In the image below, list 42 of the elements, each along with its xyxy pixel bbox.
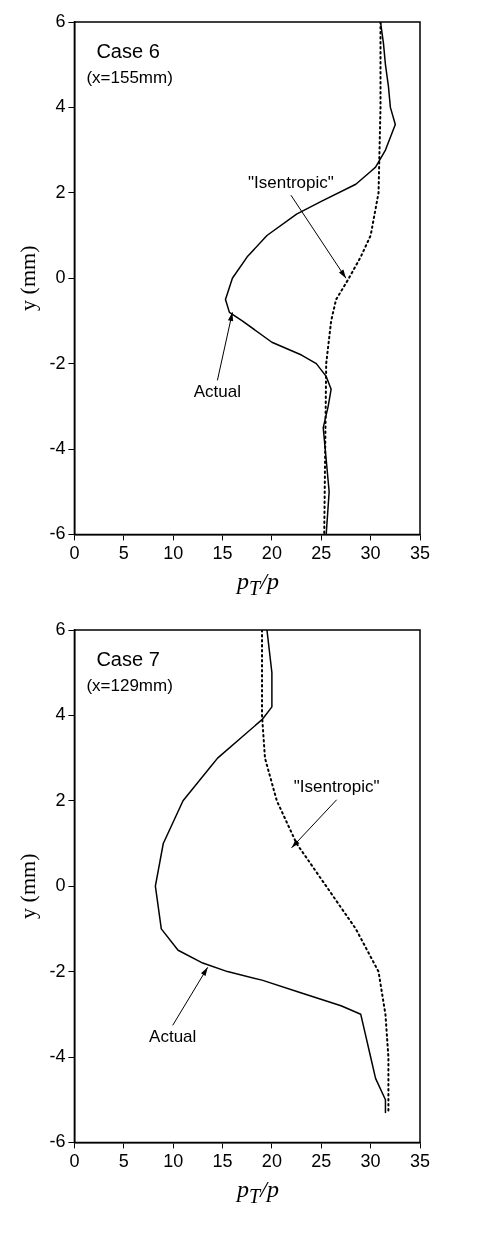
- x-tick-label: 15: [212, 1150, 233, 1171]
- x-tick-label: 5: [118, 1150, 129, 1171]
- x-tick-label: 0: [69, 1150, 80, 1171]
- x-tick-label: 30: [360, 543, 381, 564]
- x-tick-label: 25: [311, 1150, 332, 1171]
- x-tick-label: 10: [163, 1150, 184, 1171]
- y-tick-label: 2: [55, 789, 66, 810]
- y-axis-title: y (mm): [14, 853, 40, 919]
- y-tick-label: 4: [55, 96, 66, 117]
- y-tick-label: 2: [55, 181, 66, 202]
- y-tick-label: 0: [55, 267, 66, 288]
- annotation: Actual: [193, 382, 242, 402]
- annotation: (x=155mm): [86, 67, 173, 87]
- x-tick-label: 10: [163, 543, 184, 564]
- annotation: Case 7: [96, 647, 160, 670]
- y-axis-title: y (mm): [14, 245, 40, 311]
- y-tick-label: -4: [49, 1045, 66, 1066]
- y-tick-label: -2: [49, 960, 66, 981]
- y-tick-label: -4: [49, 437, 66, 458]
- x-tick-label: 0: [69, 543, 80, 564]
- x-tick-label: 35: [409, 1150, 431, 1171]
- x-tick-label: 30: [360, 1150, 381, 1171]
- y-tick-label: -6: [49, 523, 66, 544]
- y-tick-label: 4: [55, 704, 66, 725]
- y-tick-label: 0: [55, 874, 66, 895]
- x-tick-label: 20: [261, 543, 282, 564]
- x-tick-label: 20: [261, 1150, 282, 1171]
- x-tick-label: 5: [118, 543, 129, 564]
- y-tick-label: 6: [55, 10, 66, 31]
- annotation: Actual: [149, 1026, 197, 1046]
- annotation: (x=129mm): [86, 675, 173, 695]
- annotation: "Isentropic": [293, 777, 380, 797]
- annotation: Case 6: [96, 39, 160, 62]
- x-tick-label: 15: [212, 543, 233, 564]
- y-tick-label: 6: [55, 618, 66, 639]
- y-tick-label: -2: [49, 352, 66, 373]
- y-tick-label: -6: [49, 1131, 66, 1152]
- x-tick-label: 25: [311, 543, 332, 564]
- x-tick-label: 35: [409, 543, 431, 564]
- x-axis-title: p$_{T}$/p: [234, 1175, 280, 1208]
- x-axis-title: p$_{T}$/p: [234, 568, 280, 600]
- annotation: "Isentropic": [248, 172, 334, 192]
